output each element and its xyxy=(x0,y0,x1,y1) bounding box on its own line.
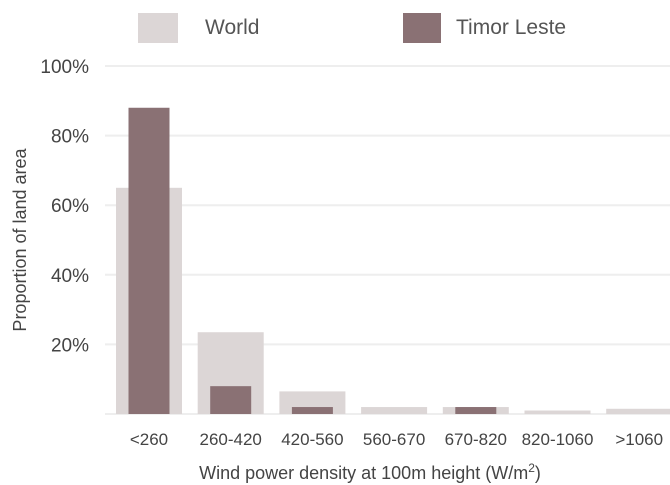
legend-swatch-world xyxy=(138,13,178,43)
y-tick-label: 100% xyxy=(40,57,89,78)
bar-timor-leste xyxy=(210,386,252,414)
x-tick-label: 670-820 xyxy=(445,430,507,449)
x-tick-label: 420-560 xyxy=(281,430,343,449)
legend-swatch-timor-leste xyxy=(403,13,441,43)
x-tick-label: 560-670 xyxy=(363,430,425,449)
x-tick-labels: <260 260-420 420-560 560-670 670-820 820-1060… xyxy=(130,430,663,449)
bar-timor-leste xyxy=(128,107,170,414)
bar-timor-leste xyxy=(291,407,333,414)
legend-label-timor-leste: Timor Leste xyxy=(456,16,566,39)
x-axis-title-sup: 2 xyxy=(528,461,535,475)
x-tick-label: 820-1060 xyxy=(522,430,594,449)
gridlines xyxy=(105,65,670,415)
legend-label-world: World xyxy=(205,16,259,39)
y-axis-title: Proportion of land area xyxy=(10,147,30,331)
y-tick-label: 80% xyxy=(51,127,89,148)
bar-timor-leste xyxy=(455,407,497,414)
x-tick-label: 260-420 xyxy=(200,430,262,449)
x-axis-title-main: Wind power density at 100m height (W/m xyxy=(199,463,528,483)
x-tick-label: <260 xyxy=(130,430,168,449)
legend: World Timor Leste xyxy=(138,13,566,43)
bar-world xyxy=(524,410,591,414)
bar-world xyxy=(606,408,670,414)
y-tick-label: 60% xyxy=(51,196,89,217)
y-tick-label: 20% xyxy=(51,335,89,356)
x-axis-title-end: ) xyxy=(535,463,541,483)
bar-world xyxy=(361,407,428,414)
y-tick-label: 40% xyxy=(51,266,89,287)
bars xyxy=(116,107,670,414)
y-tick-labels: 20% 40% 60% 80% 100% xyxy=(40,57,89,356)
x-axis-title: Wind power density at 100m height (W/m2) xyxy=(199,461,541,483)
x-tick-label: >1060 xyxy=(615,430,663,449)
